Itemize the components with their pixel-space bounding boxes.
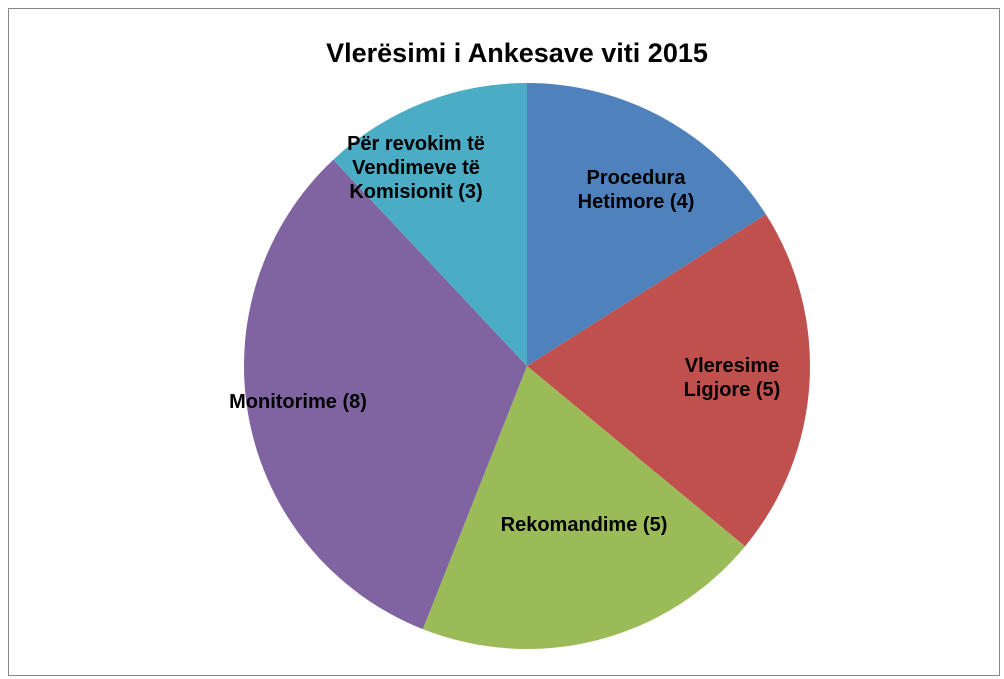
pie-slice [527, 214, 810, 547]
category-label: Procedura Hetimore [577, 167, 686, 213]
slice-label-text: Për revokim të Vendimeve të Komisionit (… [306, 108, 526, 228]
pie-slice [527, 83, 766, 366]
slice-label-text: Vleresime Ligjore (5) [657, 318, 807, 438]
value-label: (5) [755, 379, 781, 401]
pie-slice [333, 83, 527, 366]
slice-label: Rekomandime (5) [484, 465, 684, 585]
category-label: Monitorime [229, 391, 337, 413]
chart-title: Vlerësimi i Ankesave viti 2015 [326, 38, 708, 68]
slice-label: Vleresime Ligjore (5) [657, 318, 807, 438]
slice-label: Për revokim të Vendimeve të Komisionit (… [306, 108, 526, 228]
category-label: Rekomandime [500, 514, 638, 536]
pie-slice [422, 366, 746, 649]
slice-label: Procedura Hetimore (4) [541, 130, 731, 250]
value-label: (8) [342, 391, 367, 413]
slice-label-text: Rekomandime (5) [484, 465, 684, 585]
category-label: Vleresime Ligjore [683, 355, 780, 401]
category-label: Për revokim të Vendimeve të Komisionit [347, 133, 485, 203]
value-label: (5) [642, 514, 668, 536]
slice-label: Monitorime (8) [223, 342, 373, 462]
value-label: (4) [669, 191, 695, 213]
value-label: (3) [458, 181, 483, 203]
slice-label-text: Procedura Hetimore (4) [541, 130, 731, 250]
slice-label-text: Monitorime (8) [223, 342, 373, 462]
pie-slice [243, 159, 527, 630]
